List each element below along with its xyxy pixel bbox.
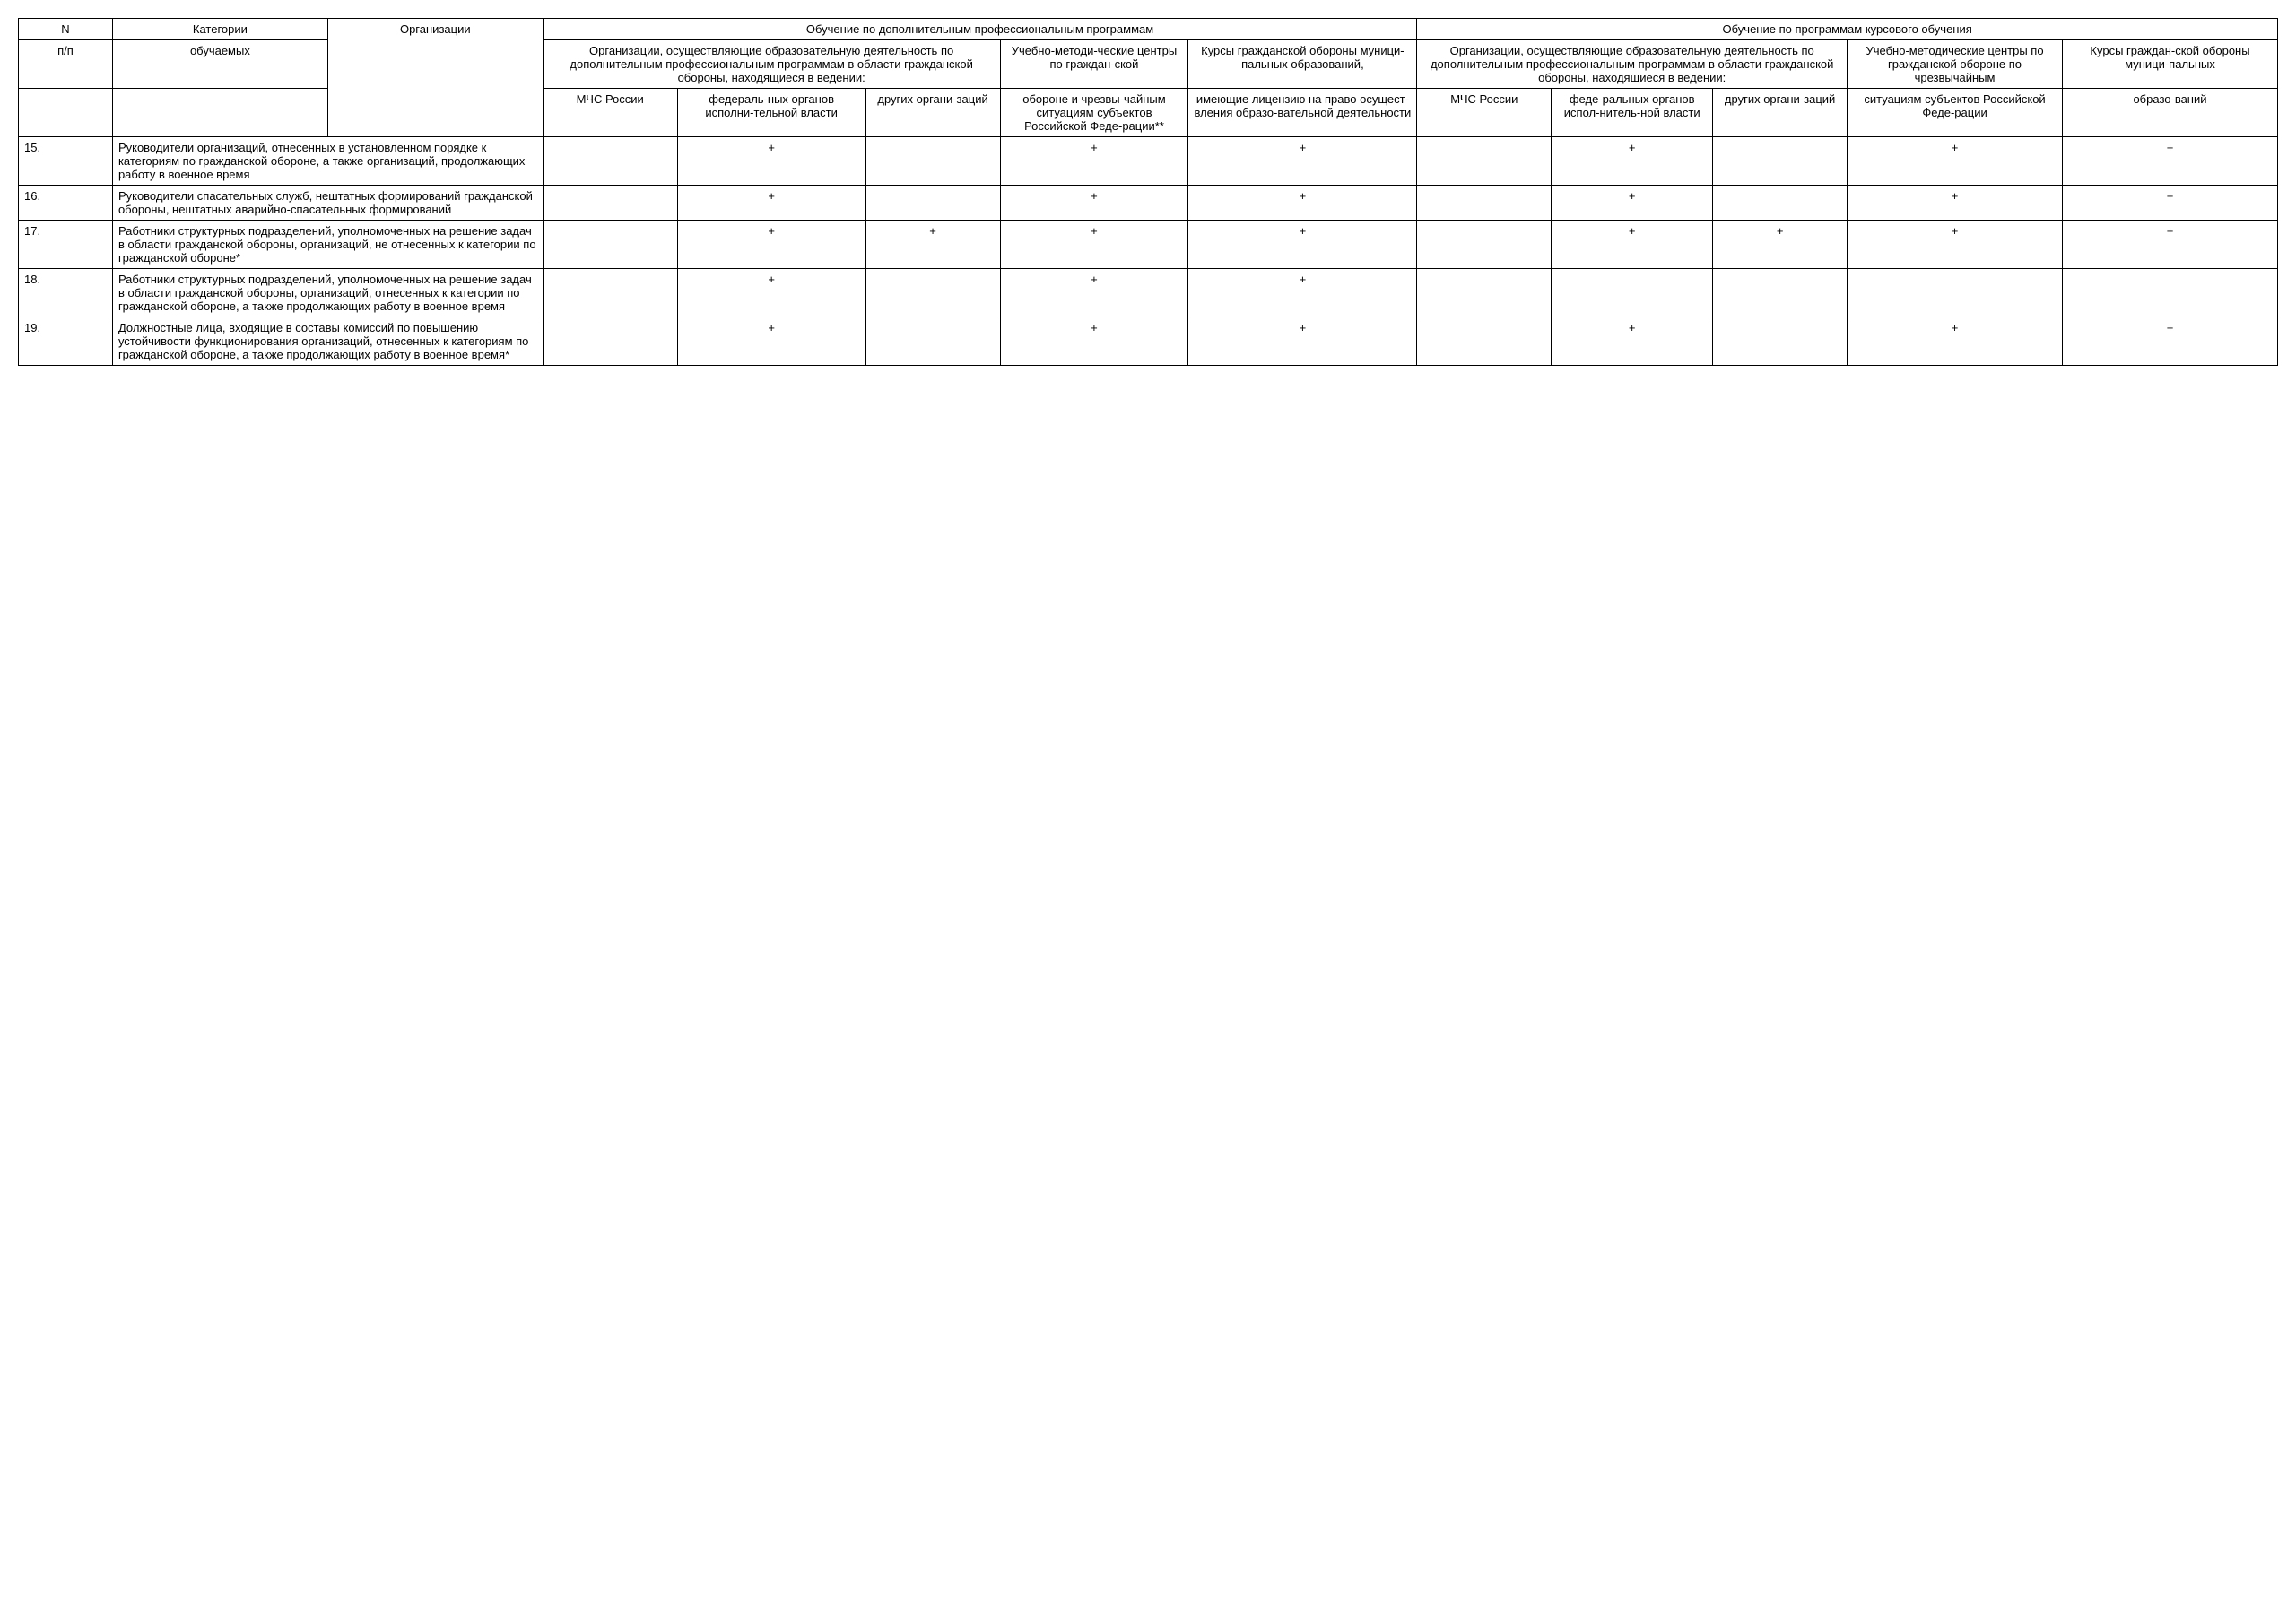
row-value: [543, 317, 677, 366]
row-value: [865, 137, 1000, 186]
row-value: +: [1713, 221, 1848, 269]
row-value: +: [2062, 221, 2277, 269]
row-value: [1552, 269, 1713, 317]
row-value: +: [677, 269, 865, 317]
row-value: [1713, 317, 1848, 366]
row-value: [543, 269, 677, 317]
row-value: +: [1552, 186, 1713, 221]
row-value: +: [2062, 137, 2277, 186]
table-row: 16.Руководители спасательных служб, нешт…: [19, 186, 2278, 221]
row-value: [1713, 186, 1848, 221]
row-value: +: [1848, 317, 2063, 366]
hdr-trainees: обучаемых: [112, 40, 327, 89]
row-value: +: [677, 137, 865, 186]
table-row: 15.Руководители организаций, отнесенных …: [19, 137, 2278, 186]
row-number: 16.: [19, 186, 113, 221]
hdr-c4: федераль-ных органов исполни-тельной вла…: [677, 89, 865, 137]
hdr-c12: образо-ваний: [2062, 89, 2277, 137]
row-value: +: [677, 317, 865, 366]
hdr-group2: Обучение по программам курсового обучени…: [1417, 19, 2278, 40]
row-value: [1713, 269, 1848, 317]
row-value: [1848, 269, 2063, 317]
row-value: +: [1552, 221, 1713, 269]
row-value: +: [1848, 137, 2063, 186]
row-value: [1417, 269, 1552, 317]
row-value: +: [677, 221, 865, 269]
row-number: 18.: [19, 269, 113, 317]
hdr-c9: феде-ральных органов испол-нитель-ной вл…: [1552, 89, 1713, 137]
row-number: 17.: [19, 221, 113, 269]
row-value: [2062, 269, 2277, 317]
row-value: [865, 317, 1000, 366]
row-value: +: [1188, 137, 1417, 186]
row-value: [543, 137, 677, 186]
row-value: [1417, 221, 1552, 269]
row-value: [1417, 317, 1552, 366]
hdr-g2a: Организации, осуществляющие образователь…: [1417, 40, 1848, 89]
row-value: [1713, 137, 1848, 186]
row-value: +: [1188, 186, 1417, 221]
hdr-cat: Категории: [112, 19, 327, 40]
hdr-blank1: [112, 89, 327, 137]
row-value: +: [1188, 317, 1417, 366]
hdr-c3: МЧС России: [543, 89, 677, 137]
row-value: +: [1000, 221, 1188, 269]
row-value: [1417, 137, 1552, 186]
table-row: 17.Работники структурных подразделений, …: [19, 221, 2278, 269]
hdr-g1a: Организации, осуществляющие образователь…: [543, 40, 1000, 89]
hdr-c5: других органи-заций: [865, 89, 1000, 137]
hdr-blank0: [19, 89, 113, 137]
table-body: 15.Руководители организаций, отнесенных …: [19, 137, 2278, 366]
hdr-c7: имеющие лицензию на право осущест-вления…: [1188, 89, 1417, 137]
table-header: N Категории Организации Обучение по допо…: [19, 19, 2278, 137]
hdr-g1b: Учебно-методи-ческие центры по граждан-с…: [1000, 40, 1188, 89]
row-category: Руководители спасательных служб, нештатн…: [112, 186, 543, 221]
hdr-g1c: Курсы гражданской обороны муници-пальных…: [1188, 40, 1417, 89]
hdr-group1: Обучение по дополнительным профессиональ…: [543, 19, 1417, 40]
main-table: N Категории Организации Обучение по допо…: [18, 18, 2278, 366]
row-value: [865, 186, 1000, 221]
row-value: +: [1848, 186, 2063, 221]
row-value: +: [2062, 317, 2277, 366]
hdr-c11: ситуациям субъектов Российской Феде-раци…: [1848, 89, 2063, 137]
row-value: +: [1552, 317, 1713, 366]
row-value: +: [865, 221, 1000, 269]
hdr-pp: п/п: [19, 40, 113, 89]
table-row: 18.Работники структурных подразделений, …: [19, 269, 2278, 317]
row-value: +: [1188, 269, 1417, 317]
hdr-g2c: Курсы граждан-ской обороны муници-пальны…: [2062, 40, 2277, 89]
hdr-org: Организации: [327, 19, 543, 137]
hdr-g2b: Учебно-методические центры по гражданско…: [1848, 40, 2063, 89]
row-category: Работники структурных подразделений, упо…: [112, 269, 543, 317]
row-value: [543, 221, 677, 269]
row-value: +: [677, 186, 865, 221]
row-value: +: [1552, 137, 1713, 186]
row-value: +: [1000, 186, 1188, 221]
row-value: [1417, 186, 1552, 221]
hdr-c10: других органи-заций: [1713, 89, 1848, 137]
row-value: +: [2062, 186, 2277, 221]
row-category: Работники структурных подразделений, упо…: [112, 221, 543, 269]
row-value: [543, 186, 677, 221]
row-value: +: [1188, 221, 1417, 269]
hdr-n: N: [19, 19, 113, 40]
row-value: +: [1000, 317, 1188, 366]
hdr-c6: обороне и чрезвы-чайным ситуациям субъек…: [1000, 89, 1188, 137]
table-row: 19.Должностные лица, входящие в составы …: [19, 317, 2278, 366]
row-category: Должностные лица, входящие в составы ком…: [112, 317, 543, 366]
row-category: Руководители организаций, отнесенных в у…: [112, 137, 543, 186]
row-value: +: [1000, 269, 1188, 317]
hdr-c8: МЧС России: [1417, 89, 1552, 137]
row-number: 15.: [19, 137, 113, 186]
row-value: [865, 269, 1000, 317]
row-value: +: [1848, 221, 2063, 269]
row-value: +: [1000, 137, 1188, 186]
row-number: 19.: [19, 317, 113, 366]
